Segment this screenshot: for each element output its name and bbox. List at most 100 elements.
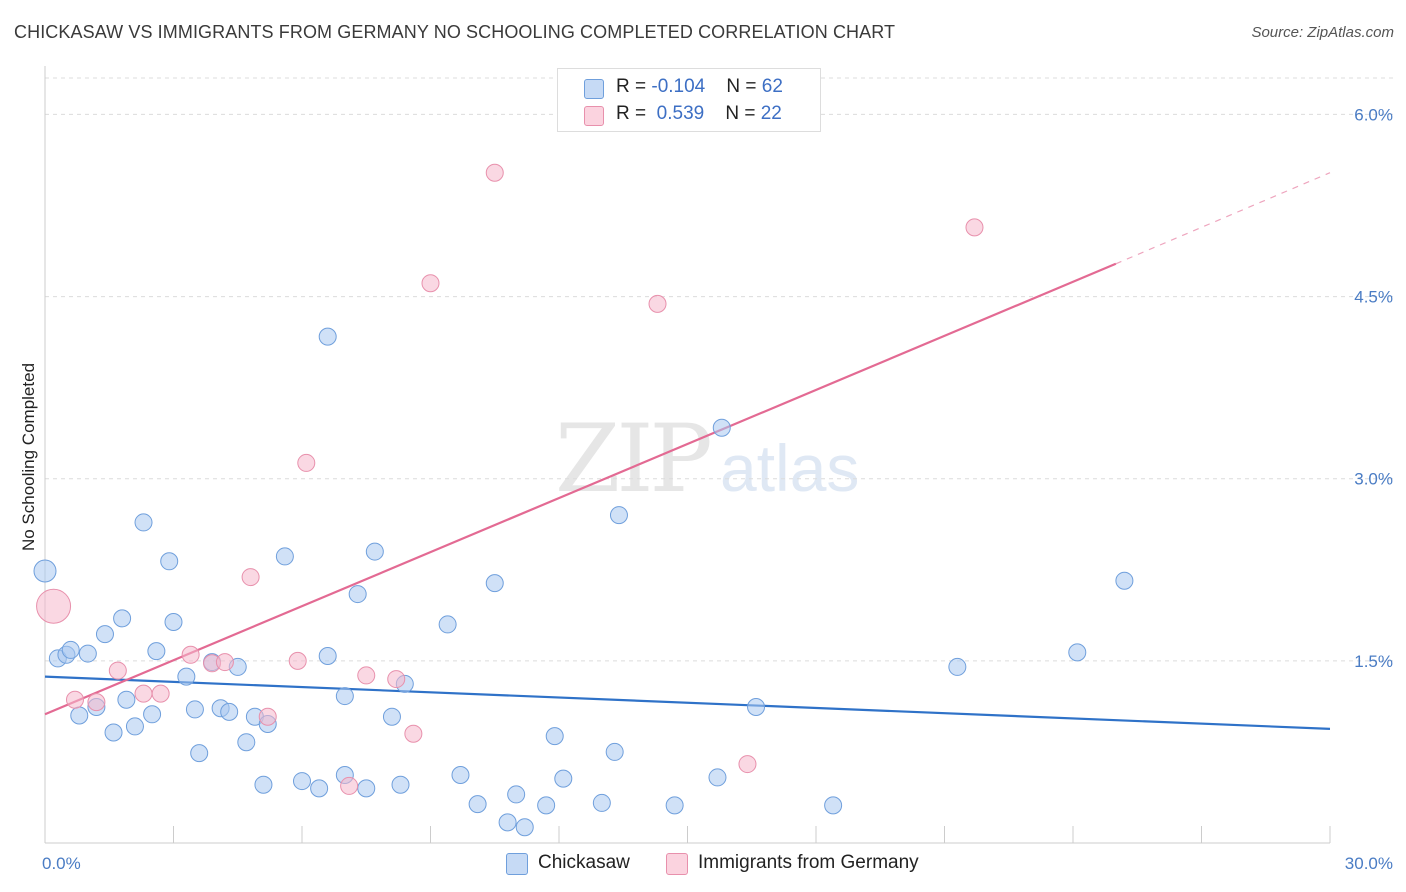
legend-n-value: 22 [760,103,782,124]
point-chickasaw [948,657,967,676]
point-chickasaw [190,744,209,763]
tick-labels: 1.5% 3.0% 4.5% 6.0% 0.0% 30.0% No Schooling Co… [19,105,1393,873]
point-germany [297,453,316,472]
point-chickasaw [451,766,470,784]
trend-line-chickasaw [44,675,1331,730]
point-chickasaw [592,793,611,812]
y-tick-label: 1.5% [1354,652,1393,671]
point-germany [340,776,359,795]
legend-n-label: N = [725,103,761,124]
legend-r-label: R = [616,76,652,97]
point-germany [87,693,106,712]
point-chickasaw [1115,571,1134,590]
series-label-chickasaw: Chickasaw [538,852,630,873]
point-chickasaw [113,609,132,628]
watermark-atlas: atlas [720,431,860,505]
point-germany [965,218,984,237]
point-chickasaw [335,687,354,706]
legend-text-chickasaw: R = -0.104 N = 62 [616,76,783,98]
point-chickasaw [609,506,628,525]
point-chickasaw [254,775,273,794]
point-chickasaw [318,327,337,346]
point-chickasaw [134,513,153,532]
legend-text-germany: R = 0.539 N = 22 [616,103,782,125]
point-germany [485,163,504,182]
legend-r-value: 0.539 [651,103,705,124]
point-chickasaw [1068,643,1087,662]
point-chickasaw [164,613,183,631]
point-chickasaw [78,644,97,663]
x-tick-label: 0.0% [42,854,81,873]
point-chickasaw [515,818,534,837]
point-germany [421,274,440,293]
point-germany [288,651,307,670]
point-germany [241,568,260,587]
point-chickasaw [537,796,556,815]
data-points [33,163,1134,837]
point-chickasaw [185,700,204,719]
point-chickasaw [275,547,294,566]
point-chickasaw [382,707,401,726]
point-germany [387,670,406,689]
point-chickasaw [708,768,727,787]
point-germany [181,645,200,664]
point-chickasaw [665,796,684,815]
trend-line-extension [1115,172,1331,265]
point-chickasaw [70,706,89,725]
point-chickasaw [438,615,457,634]
point-germany [134,684,153,703]
point-chickasaw [117,690,136,709]
y-tick-label: 3.0% [1354,470,1393,489]
legend-swatch-chickasaw [584,79,604,99]
source-credit: Source: ZipAtlas.com [1251,24,1394,41]
point-chickasaw [545,727,564,746]
point-germany [151,684,170,703]
point-germany [65,690,84,709]
y-axis-label: No Schooling Completed [19,363,38,551]
point-chickasaw [61,640,80,659]
point-chickasaw [293,772,311,791]
point-chickasaw [318,647,337,665]
y-tick-label: 6.0% [1354,105,1393,124]
point-chickasaw [498,813,517,832]
point-germany [215,653,234,672]
point-chickasaw [357,779,376,798]
point-chickasaw [147,642,166,661]
point-chickasaw [747,698,766,716]
point-chickasaw [365,542,384,561]
series-label-germany: Immigrants from Germany [698,852,919,873]
legend-r-value: -0.104 [651,76,706,97]
point-chickasaw [391,775,410,794]
point-chickasaw [143,705,162,724]
point-chickasaw [348,585,367,604]
point-chickasaw [485,574,504,593]
point-chickasaw [507,785,526,804]
legend-swatch-germany [584,106,604,126]
legend-n-label: N = [726,76,762,97]
point-germany [648,294,667,313]
series-swatch-germany [666,853,688,875]
point-chickasaw [104,723,123,742]
point-chickasaw [824,796,843,815]
legend-n-value: 62 [761,76,783,97]
correlation-legend: R = -0.104 N = 62 R = 0.539 N = 22 [557,68,821,132]
point-chickasaw [177,667,196,686]
trend-lines [44,172,1331,730]
x-tick-label: 30.0% [1345,854,1393,873]
point-germany [108,661,127,680]
point-chickasaw [468,795,487,814]
point-germany [404,724,423,743]
y-tick-label: 4.5% [1354,288,1393,307]
point-chickasaw [33,559,57,583]
watermark-zip: ZIP [555,405,713,514]
axes [44,66,1331,844]
chart-title: CHICKASAW VS IMMIGRANTS FROM GERMANY NO … [14,22,896,42]
point-chickasaw [160,552,179,571]
point-chickasaw [237,733,256,752]
point-chickasaw [554,769,573,788]
point-chickasaw [95,625,114,644]
point-germany [738,755,757,774]
trend-line-germany [44,262,1117,716]
point-germany [357,666,376,685]
point-chickasaw [125,717,144,736]
